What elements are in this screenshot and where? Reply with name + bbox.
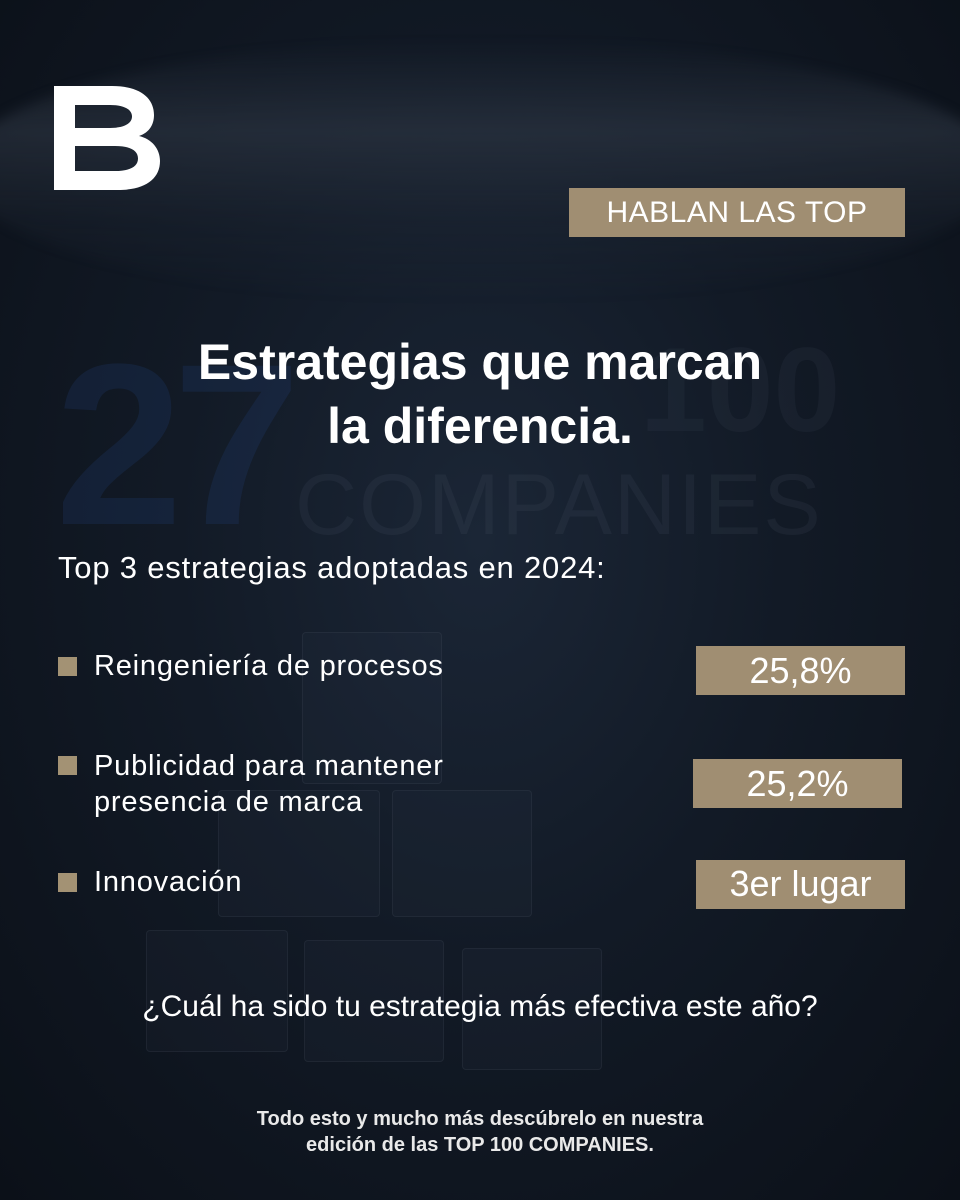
strategy-item: Innovación 3er lugar bbox=[58, 860, 908, 910]
strategy-label-line: presencia de marca bbox=[94, 786, 364, 818]
footer-line: edición de las TOP 100 COMPANIES. bbox=[306, 1134, 654, 1156]
bullet-square-icon bbox=[58, 873, 77, 892]
footer-line: Todo esto y mucho más descúbrelo en nues… bbox=[256, 1108, 704, 1130]
background-tile bbox=[146, 930, 288, 1052]
strategy-label: Innovación bbox=[94, 866, 243, 898]
brand-logo bbox=[54, 86, 160, 190]
background-tile bbox=[304, 940, 444, 1062]
background-tile bbox=[218, 790, 380, 917]
background-companies: COMPANIES bbox=[295, 457, 823, 553]
strategy-label: Publicidad para mantener presencia de ma… bbox=[94, 748, 444, 820]
background-tile bbox=[302, 632, 442, 784]
background-number: 27 bbox=[55, 316, 301, 573]
strategy-value: 3er lugar bbox=[696, 860, 905, 909]
bullet-square-icon bbox=[58, 756, 77, 775]
category-tag: HABLAN LAS TOP bbox=[569, 188, 905, 237]
title-line: Estrategias que marcan bbox=[197, 334, 763, 390]
strategy-item: Publicidad para mantener presencia de ma… bbox=[58, 748, 908, 828]
bullet-square-icon bbox=[58, 657, 77, 676]
background-haze bbox=[0, 40, 960, 300]
closing-question: ¿Cuál ha sido tu estrategia más efectiva… bbox=[142, 990, 818, 1023]
title-line: la diferencia. bbox=[327, 398, 633, 454]
footer-note: Todo esto y mucho más descúbrelo en nues… bbox=[0, 1106, 960, 1158]
strategy-value: 25,2% bbox=[693, 759, 902, 808]
background-tile bbox=[462, 948, 602, 1070]
strategy-label-line: Publicidad para mantener bbox=[94, 750, 444, 782]
strategy-item: Reingeniería de procesos 25,8% bbox=[58, 646, 908, 696]
strategy-value: 25,8% bbox=[696, 646, 905, 695]
background-top100: 100 bbox=[640, 323, 841, 457]
section-subtitle: Top 3 estrategias adoptadas en 2024: bbox=[58, 550, 606, 585]
background-tile bbox=[392, 790, 532, 917]
page-title: Estrategias que marcan la diferencia. bbox=[0, 330, 960, 458]
strategy-label: Reingeniería de procesos bbox=[94, 650, 444, 682]
